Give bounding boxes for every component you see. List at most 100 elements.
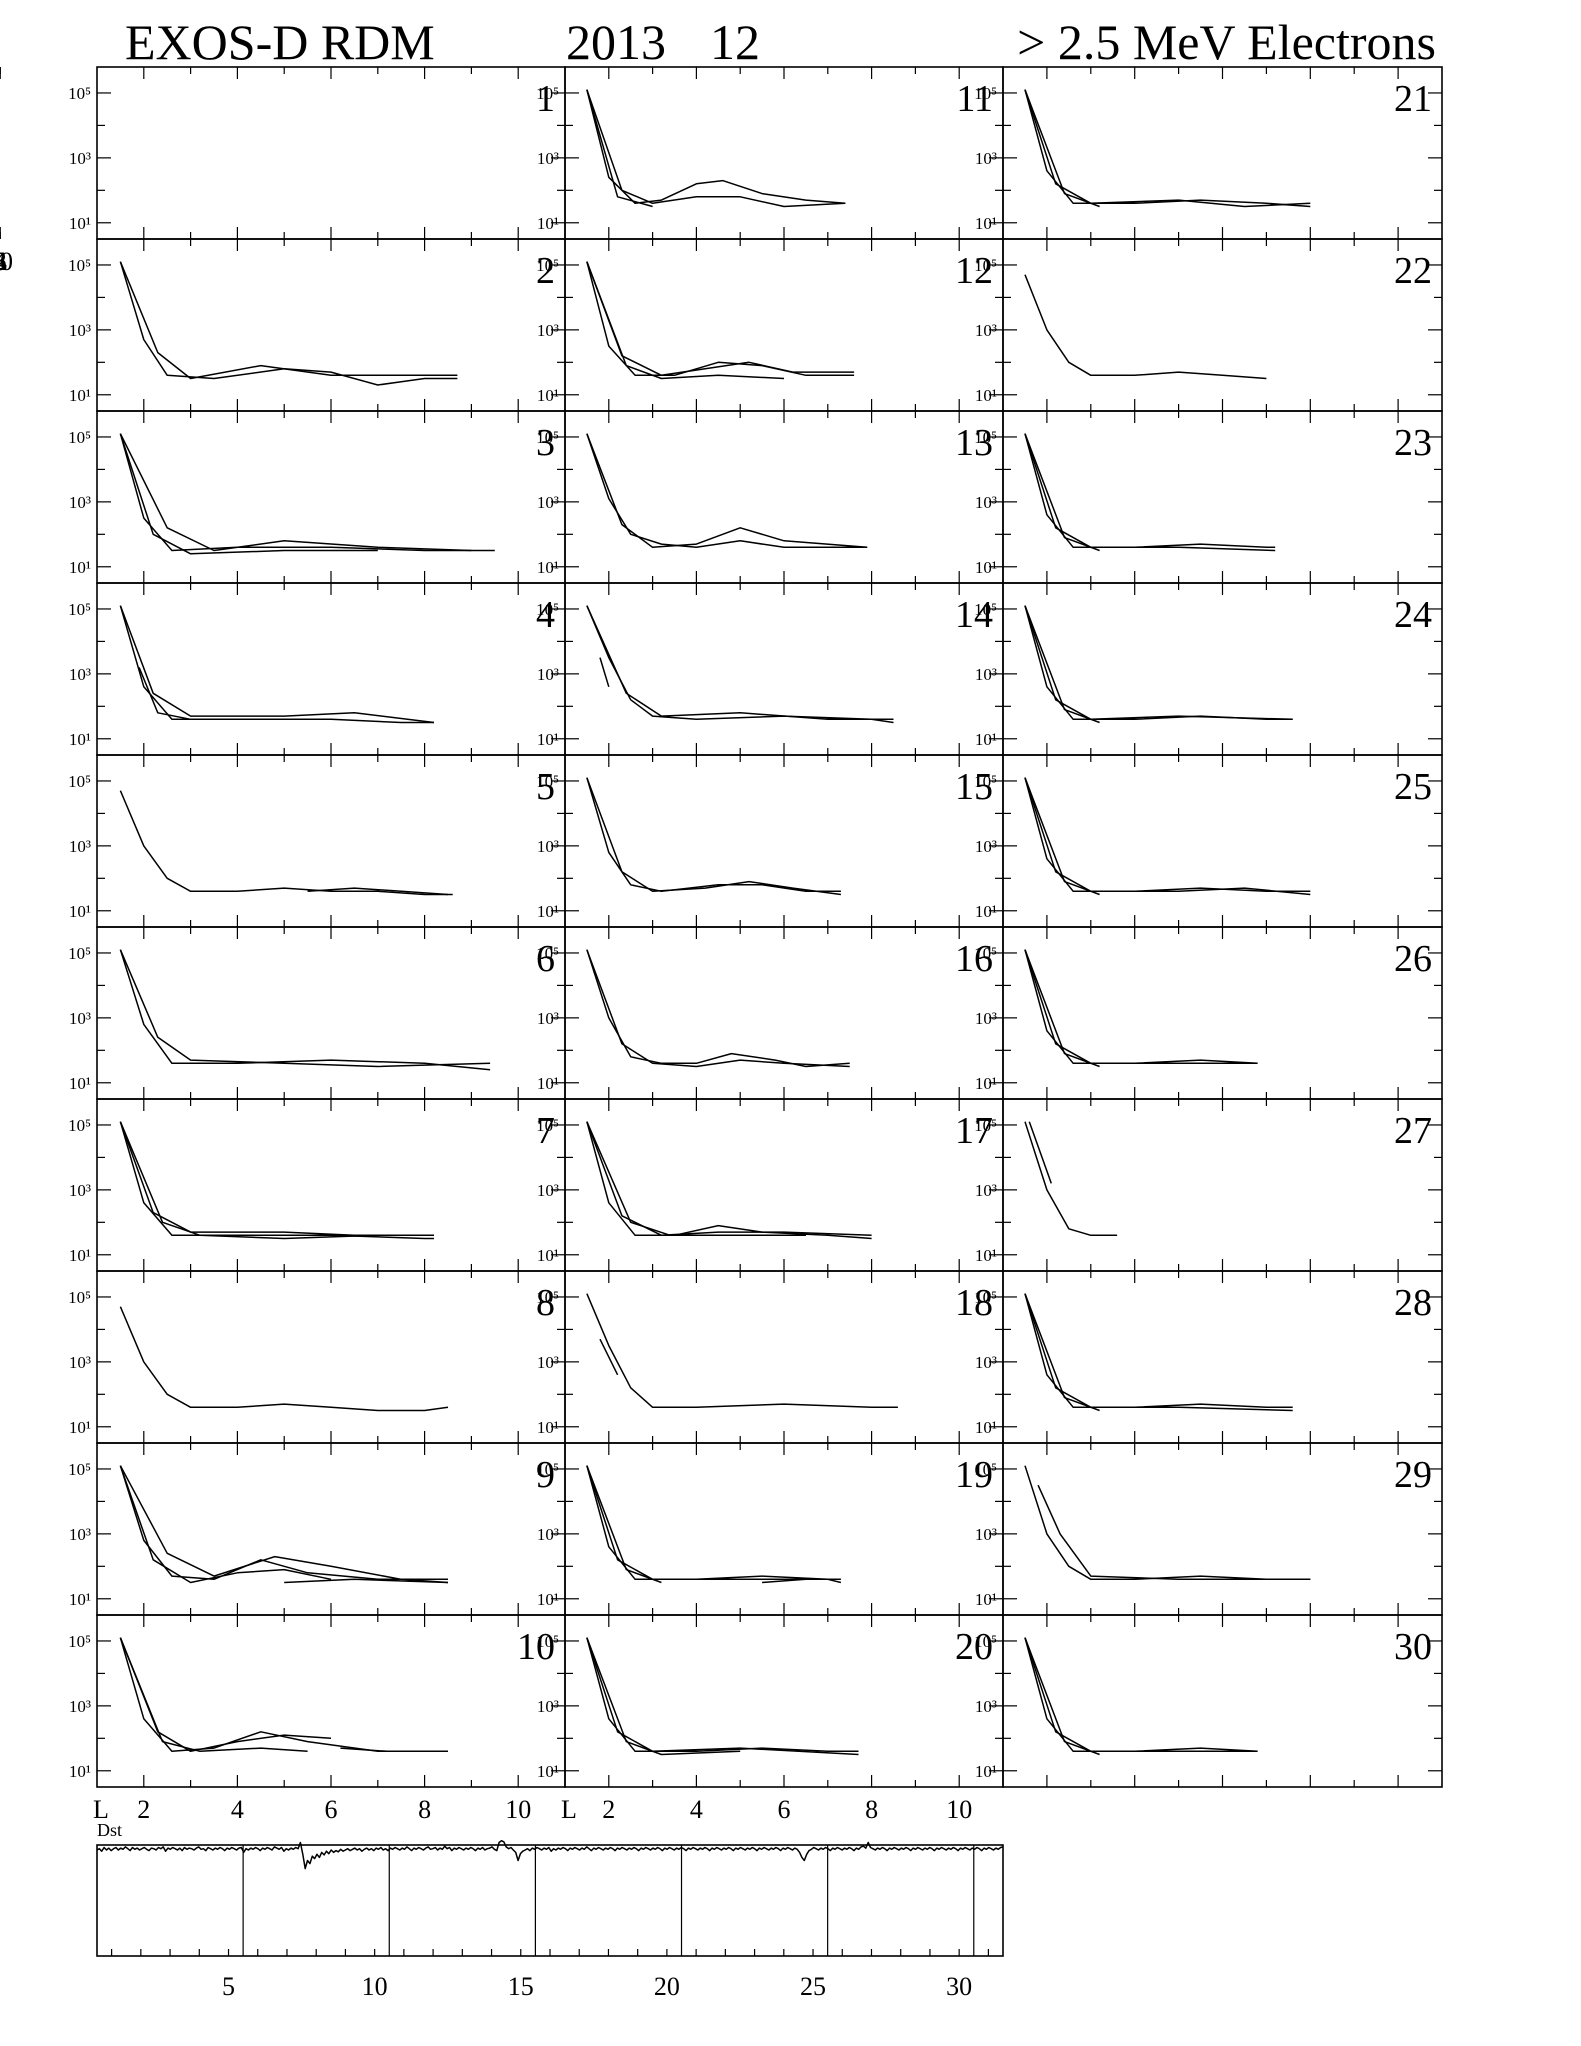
y-tick-label: 10³ (69, 665, 91, 684)
y-tick-label: 10¹ (537, 1762, 559, 1781)
flux-curve-3 (1024, 1293, 1100, 1412)
y-tick-label: 10¹ (975, 214, 997, 233)
panel-day-12: 10⁵ 10³ 10¹ 12 (536, 238, 1004, 412)
day-number: 16 (955, 938, 993, 980)
l-axis-letter: L (0, 247, 8, 276)
flux-curve-2 (586, 777, 841, 896)
y-tick-label: 10¹ (975, 1074, 997, 1093)
day-number: 29 (1394, 1454, 1432, 1496)
y-tick-label: 10⁵ (536, 1288, 559, 1307)
l-tick-label: 2 (602, 1795, 615, 1824)
title-instrument: EXOS-D RDM (125, 14, 435, 70)
y-tick-label: 10¹ (537, 1246, 559, 1265)
y-tick-label: 10⁵ (68, 428, 91, 447)
panel-day-22: 10⁵ 10³ 10¹ 22 (974, 238, 1443, 412)
day-number: 25 (1394, 766, 1432, 808)
flux-curve-2 (1024, 89, 1311, 208)
day-number: 23 (1394, 422, 1432, 464)
y-tick-label: 10⁵ (974, 428, 997, 447)
flux-curve-3 (119, 1121, 378, 1240)
flux-curve-2 (599, 1338, 619, 1376)
y-tick-label: 10⁵ (536, 1632, 559, 1651)
flux-curve-2 (586, 89, 846, 208)
y-tick-label: 10³ (69, 1009, 91, 1028)
y-tick-label: 10³ (69, 1181, 91, 1200)
l-tick-label: 4 (231, 1795, 244, 1824)
y-tick-label: 10⁵ (974, 1632, 997, 1651)
l-tick-label: 2 (0, 247, 7, 276)
flux-curve-4 (762, 1578, 806, 1584)
day-number: 5 (536, 766, 555, 808)
dst-label: Dst (97, 1820, 122, 1840)
y-tick-label: 10³ (975, 1525, 997, 1544)
y-tick-label: 10¹ (975, 902, 997, 921)
y-tick-label: 10¹ (537, 902, 559, 921)
title-year: 2013 (566, 14, 666, 70)
y-tick-label: 10³ (975, 837, 997, 856)
flux-curve-1 (586, 1637, 859, 1753)
day-number: 6 (536, 938, 555, 980)
y-tick-label: 10¹ (537, 1590, 559, 1609)
day-number: 22 (1394, 250, 1432, 292)
y-tick-label: 10¹ (975, 1418, 997, 1437)
flux-curve-3 (119, 1465, 332, 1584)
flux-curve-2 (1024, 777, 1311, 896)
y-tick-label: 10³ (975, 1697, 997, 1716)
l-tick-label: 10 (0, 247, 13, 276)
y-tick-label: 10⁵ (536, 84, 559, 103)
l-tick-label: 6 (325, 1795, 338, 1824)
flux-curve-1 (119, 605, 434, 724)
y-tick-label: 10¹ (975, 386, 997, 405)
day-number: 30 (1394, 1626, 1432, 1668)
flux-curve-3 (119, 433, 378, 555)
flux-curve-1 (586, 1121, 872, 1240)
y-tick-label: 10⁵ (536, 772, 559, 791)
y-tick-label: 10³ (975, 1181, 997, 1200)
y-tick-label: 10³ (975, 665, 997, 684)
flux-curve-2 (586, 1121, 872, 1237)
day-number: 12 (955, 250, 993, 292)
flux-curve-3 (1024, 433, 1100, 552)
y-tick-label: 10³ (537, 149, 559, 168)
y-tick-label: 10⁵ (974, 84, 997, 103)
flux-curve-2 (586, 605, 894, 721)
l-axis-labels: L246810L246810L246810 (0, 247, 972, 1824)
panel-day-10: 10⁵ 10³ 10¹ 10 (68, 1614, 566, 1788)
y-tick-label: 10⁵ (68, 1288, 91, 1307)
y-tick-label: 10³ (975, 1353, 997, 1372)
title-particle: > 2.5 MeV Electrons (1017, 14, 1436, 70)
y-tick-label: 10¹ (975, 1590, 997, 1609)
y-tick-label: 10³ (537, 1009, 559, 1028)
flux-curve-3 (586, 1465, 662, 1584)
l-axis-letter: L (561, 1795, 577, 1824)
y-tick-label: 10³ (537, 1525, 559, 1544)
y-tick-label: 10³ (537, 665, 559, 684)
panel-day-14: 10⁵ 10³ 10¹ 14 (536, 582, 1004, 756)
day-number: 10 (517, 1626, 555, 1668)
y-tick-label: 10¹ (975, 1762, 997, 1781)
flux-curve-3 (586, 89, 653, 208)
flux-curve-3 (1024, 949, 1100, 1068)
flux-curve-1 (586, 261, 855, 377)
day-number: 15 (955, 766, 993, 808)
y-tick-label: 10⁵ (974, 1116, 997, 1135)
l-tick-label: 6 (0, 247, 7, 276)
flux-curve-3 (586, 1121, 806, 1237)
y-tick-label: 10⁵ (974, 772, 997, 791)
y-tick-label: 10³ (69, 1525, 91, 1544)
y-tick-label: 10⁵ (68, 772, 91, 791)
y-tick-label: 10⁵ (68, 1460, 91, 1479)
day-number: 26 (1394, 938, 1432, 980)
flux-curve-2 (1037, 1484, 1311, 1581)
day-number: 28 (1394, 1282, 1432, 1324)
dst-trace (96, 1839, 1004, 1870)
flux-curve-1 (586, 777, 841, 893)
y-tick-label: 10⁵ (974, 1288, 997, 1307)
dst-day-label: 25 (800, 1972, 826, 2001)
daily-panels: 10⁵10³10¹110⁵10³10¹210⁵10³10¹310⁵10³10¹4… (0, 66, 1443, 1788)
flux-curve-1 (119, 790, 453, 896)
flux-curve-1 (119, 1121, 434, 1240)
y-tick-label: 10³ (537, 1697, 559, 1716)
day-number: 3 (536, 422, 555, 464)
